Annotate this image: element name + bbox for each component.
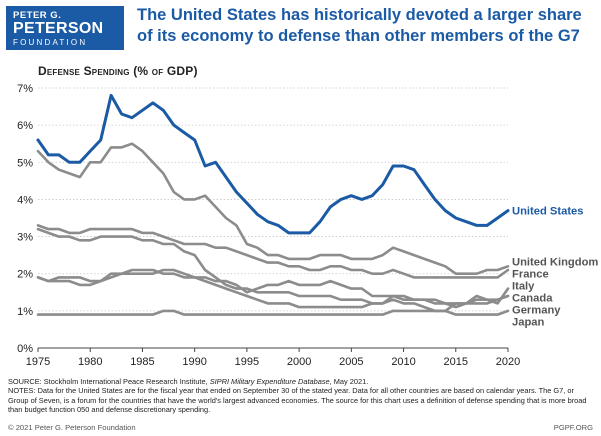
x-tick-label: 1985 bbox=[130, 356, 154, 368]
x-tick-label: 2010 bbox=[391, 356, 415, 368]
source-prefix: SOURCE: Stockholm International Peace Re… bbox=[8, 377, 210, 386]
y-tick-label: 2% bbox=[17, 269, 33, 281]
chart-headline: The United States has historically devot… bbox=[137, 6, 582, 45]
logo-line-2: PETERSON bbox=[13, 20, 104, 37]
peterson-foundation-logo[interactable]: PETER G. PETERSON FOUNDATION bbox=[6, 6, 124, 50]
series-label-layer: United States United KingdomFranceItalyCa… bbox=[512, 206, 598, 329]
y-tick-label: 4% bbox=[17, 194, 33, 206]
y-tick-label: 1% bbox=[17, 306, 33, 318]
chart-subtitle: Defense Spending (% of GDP) bbox=[38, 64, 198, 78]
series-layer bbox=[36, 93, 510, 316]
series-line-united-kingdom bbox=[36, 142, 510, 275]
x-tick-label: 1975 bbox=[26, 356, 50, 368]
logo-line-3: FOUNDATION bbox=[13, 38, 88, 47]
chart-notes: SOURCE: Stockholm International Peace Re… bbox=[8, 377, 596, 415]
logo-line-1: PETER G. bbox=[13, 10, 62, 21]
x-tick-label: 2000 bbox=[287, 356, 311, 368]
y-tick-label: 0% bbox=[17, 343, 33, 355]
y-tick-label: 7% bbox=[17, 83, 33, 95]
methodology-note: NOTES: Data for the United States are fo… bbox=[8, 386, 587, 415]
x-tick-label: 2015 bbox=[444, 356, 468, 368]
series-label-united-states: United States bbox=[512, 206, 584, 218]
x-tick-label: 1980 bbox=[78, 356, 102, 368]
y-tick-label: 5% bbox=[17, 157, 33, 169]
series-label-japan: Japan bbox=[512, 316, 544, 328]
source-title: SIPRI Military Expenditure Database bbox=[209, 377, 330, 386]
x-tick-label: 2020 bbox=[496, 356, 520, 368]
series-line-italy bbox=[36, 268, 510, 309]
y-tick-label: 3% bbox=[17, 232, 33, 244]
site-link[interactable]: PGPF.ORG bbox=[553, 423, 593, 432]
x-tick-label: 1990 bbox=[182, 356, 206, 368]
copyright-text: © 2021 Peter G. Peterson Foundation bbox=[8, 423, 136, 432]
x-tick-label: 2005 bbox=[339, 356, 363, 368]
axis-layer: 0% 1% 2% 3% 4% 5% 6% 7% 1975 1980 1985 1990 1995 2000… bbox=[17, 83, 520, 368]
series-label-france: France bbox=[512, 268, 549, 280]
series-label-united-kingdom: United Kingdom bbox=[512, 256, 598, 268]
source-note: SOURCE: Stockholm International Peace Re… bbox=[8, 377, 596, 386]
series-label-germany: Germany bbox=[512, 304, 561, 316]
series-line-japan bbox=[36, 309, 510, 316]
series-label-italy: Italy bbox=[512, 280, 535, 292]
series-line-united-states bbox=[36, 93, 510, 235]
series-line-canada bbox=[36, 268, 510, 313]
source-suffix: , May 2021. bbox=[329, 377, 369, 386]
x-tick-label: 1995 bbox=[235, 356, 259, 368]
defense-spending-line-chart: 0% 1% 2% 3% 4% 5% 6% 7% 1975 1980 1985 1990 1995 2000… bbox=[17, 83, 598, 368]
series-line-france bbox=[36, 224, 510, 279]
y-tick-label: 6% bbox=[17, 120, 33, 132]
series-line-germany bbox=[36, 227, 510, 305]
series-label-canada: Canada bbox=[512, 292, 553, 304]
